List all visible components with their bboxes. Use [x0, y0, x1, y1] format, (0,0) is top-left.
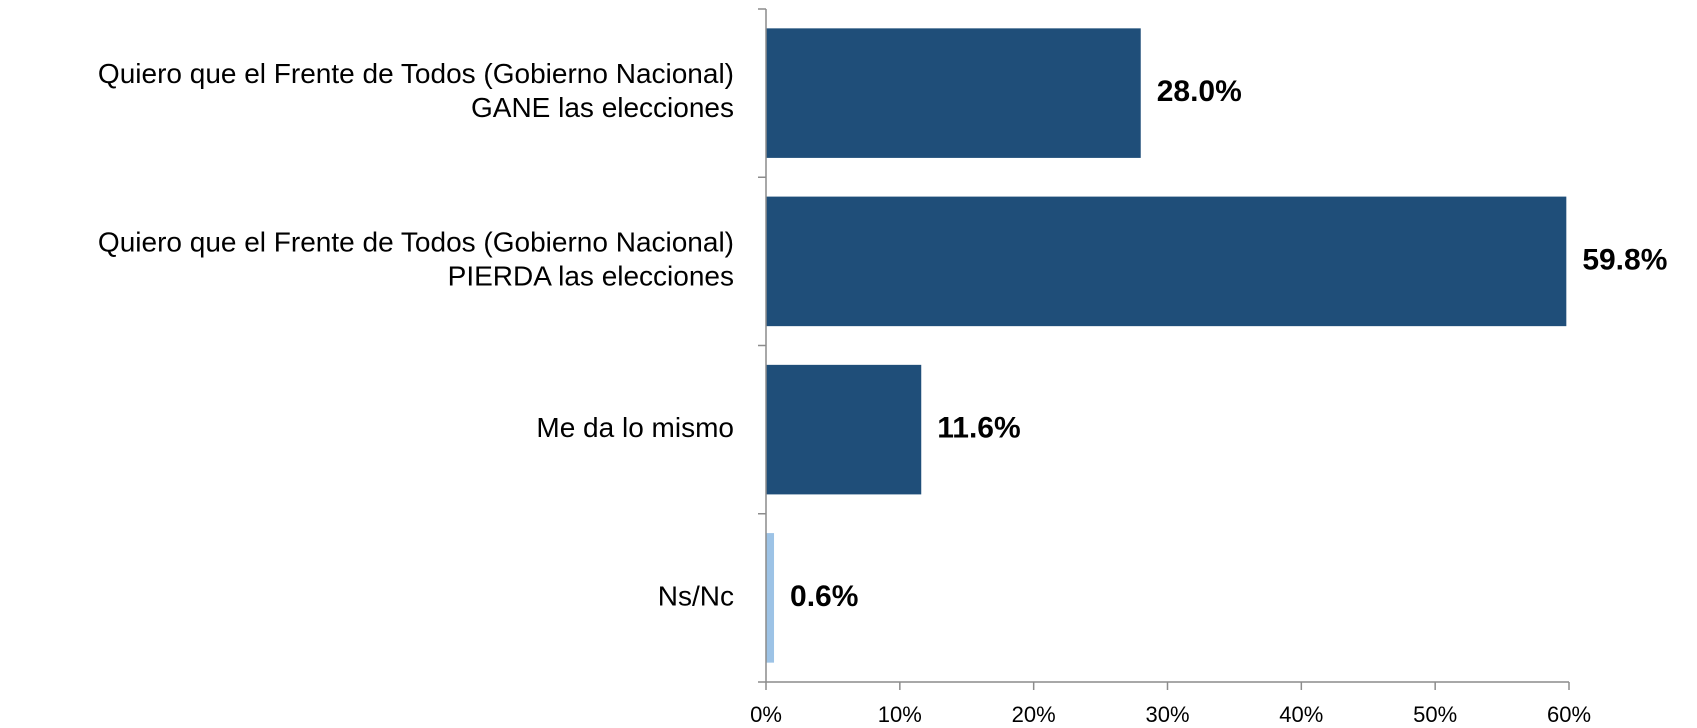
- category-label: Quiero que el Frente de Todos (Gobierno …: [98, 59, 734, 124]
- bar: [766, 196, 1567, 327]
- value-label: 0.6%: [790, 580, 858, 613]
- x-tick-label: 20%: [1012, 702, 1056, 727]
- x-tick-label: 10%: [878, 702, 922, 727]
- value-label: 28.0%: [1157, 75, 1242, 108]
- x-tick-label: 40%: [1279, 702, 1323, 727]
- x-tick-label: 50%: [1413, 702, 1457, 727]
- bar: [766, 364, 922, 495]
- value-label: 11.6%: [937, 412, 1020, 445]
- x-tick-label: 0%: [750, 702, 782, 727]
- bar: [766, 28, 1141, 158]
- category-label: Me da lo mismo: [536, 412, 734, 443]
- value-label: 59.8%: [1582, 243, 1667, 276]
- bar: [766, 533, 775, 663]
- category-label: Ns/Nc: [658, 580, 734, 611]
- category-label: Quiero que el Frente de Todos (Gobierno …: [98, 227, 734, 292]
- x-tick-label: 30%: [1145, 702, 1189, 727]
- x-tick-label: 60%: [1547, 702, 1591, 727]
